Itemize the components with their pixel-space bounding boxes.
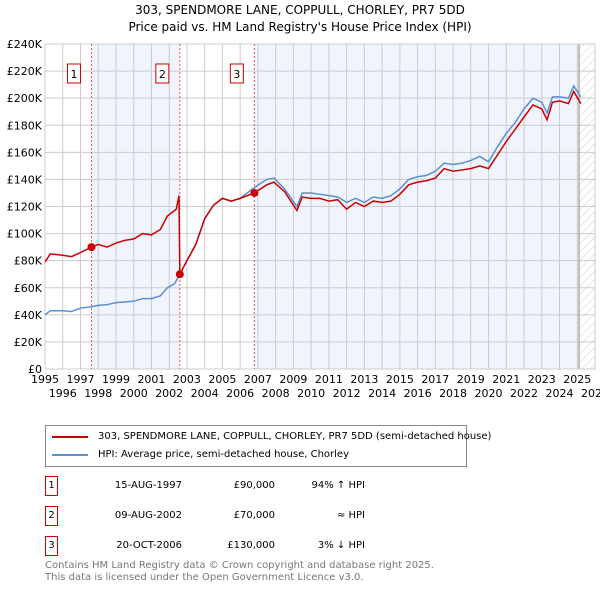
x-tick-label: 2002	[155, 387, 183, 400]
legend-blue-line	[52, 453, 88, 456]
sale-label-box	[66, 63, 81, 84]
table-row: 2 09-AUG-2002 £70,000 ≈ HPI	[45, 506, 385, 526]
sale-label: 1	[70, 68, 77, 81]
sale-date: 15-AUG-1997	[114, 480, 182, 491]
x-tick-label: 2025	[563, 373, 591, 386]
hpi-line	[44, 84, 582, 316]
sale-point	[175, 270, 184, 279]
y-tick-label: £200K	[7, 92, 43, 105]
sale-marker-badge: 2	[45, 506, 58, 526]
sale-label: 2	[159, 68, 166, 81]
y-tick-label: £240K	[7, 38, 43, 51]
x-tick-label: 2008	[262, 387, 290, 400]
legend-red-line	[52, 435, 88, 438]
x-tick-label: 1997	[66, 373, 94, 386]
y-tick-label: £100K	[7, 228, 43, 241]
x-tick-label: 2016	[404, 387, 432, 400]
sale-label-box	[229, 63, 244, 84]
x-tick-label: 1996	[49, 387, 77, 400]
sale-hpi: ≈ HPI	[336, 510, 365, 521]
x-tick-label: 2023	[528, 373, 556, 386]
y-tick-label: £20K	[14, 336, 43, 349]
chart-title: 303, SPENDMORE LANE, COPPULL, CHORLEY, P…	[135, 3, 465, 17]
footer: Contains HM Land Registry data © Crown c…	[45, 560, 434, 584]
x-tick-label: 1998	[84, 387, 112, 400]
sale-date: 20-OCT-2006	[116, 540, 182, 551]
x-tick-label: 2020	[475, 387, 503, 400]
sale-label: 3	[233, 68, 240, 81]
x-tick-label: 2013	[350, 373, 378, 386]
x-tick-label: 2018	[439, 387, 467, 400]
legend-hpi: HPI: Average price, semi-detached house,…	[98, 449, 350, 460]
x-tick-label: 2000	[120, 387, 148, 400]
price-chart: 1995199619971998199920002001200220032004…	[7, 38, 600, 400]
legend: 303, SPENDMORE LANE, COPPULL, CHORLEY, P…	[45, 425, 491, 467]
sale-date: 09-AUG-2002	[114, 510, 182, 521]
x-tick-label: 2011	[315, 373, 343, 386]
x-tick-label: 2022	[510, 387, 538, 400]
y-tick-label: £80K	[14, 255, 43, 268]
x-tick-label: 2019	[457, 373, 485, 386]
x-tick-label: 1995	[31, 373, 59, 386]
x-tick-label: 2001	[137, 373, 165, 386]
sale-point	[87, 243, 96, 252]
sale-price: £90,000	[233, 480, 275, 491]
y-tick-label: £160K	[7, 146, 43, 159]
x-tick-label: 2006	[226, 387, 254, 400]
y-tick-label: £40K	[14, 309, 43, 322]
legend-property: 303, SPENDMORE LANE, COPPULL, CHORLEY, P…	[98, 431, 492, 442]
sale-label-box	[155, 63, 170, 84]
x-tick-label: 2026	[581, 387, 600, 400]
sale-price: £70,000	[233, 510, 275, 521]
sale-hpi: 94% ↑ HPI	[311, 480, 365, 491]
x-tick-label: 2004	[191, 387, 219, 400]
table-row: 1 15-AUG-1997 £90,000 94% ↑ HPI	[45, 476, 385, 496]
x-tick-label: 2024	[546, 387, 574, 400]
plot-border	[44, 43, 596, 370]
x-tick-label: 2005	[208, 373, 236, 386]
sale-price: £130,000	[227, 540, 275, 551]
x-tick-label: 2009	[279, 373, 307, 386]
y-tick-label: £140K	[7, 173, 43, 186]
x-tick-label: 1999	[102, 373, 130, 386]
y-tick-label: £180K	[7, 119, 43, 132]
sale-marker-badge: 3	[45, 536, 58, 556]
x-tick-label: 2012	[333, 387, 361, 400]
x-tick-label: 2014	[368, 387, 396, 400]
property-price-line	[44, 89, 582, 275]
footer-line-2: This data is licensed under the Open Gov…	[45, 572, 364, 583]
y-tick-label: £60K	[14, 282, 43, 295]
x-tick-label: 2021	[492, 373, 520, 386]
sale-point	[250, 188, 259, 197]
x-tick-label: 2003	[173, 373, 201, 386]
footer-line-1: Contains HM Land Registry data © Crown c…	[45, 560, 434, 571]
x-tick-label: 2010	[297, 387, 325, 400]
x-tick-label: 2017	[421, 373, 449, 386]
y-tick-label: £0	[28, 363, 42, 376]
sale-marker-badge: 1	[45, 476, 58, 496]
y-tick-label: £220K	[7, 65, 43, 78]
x-tick-label: 2015	[386, 373, 414, 386]
table-row: 3 20-OCT-2006 £130,000 3% ↓ HPI	[45, 536, 385, 556]
chart-subtitle: Price paid vs. HM Land Registry's House …	[128, 20, 472, 34]
sale-hpi: 3% ↓ HPI	[317, 540, 365, 551]
y-tick-label: £120K	[7, 201, 43, 214]
x-tick-label: 2007	[244, 373, 272, 386]
